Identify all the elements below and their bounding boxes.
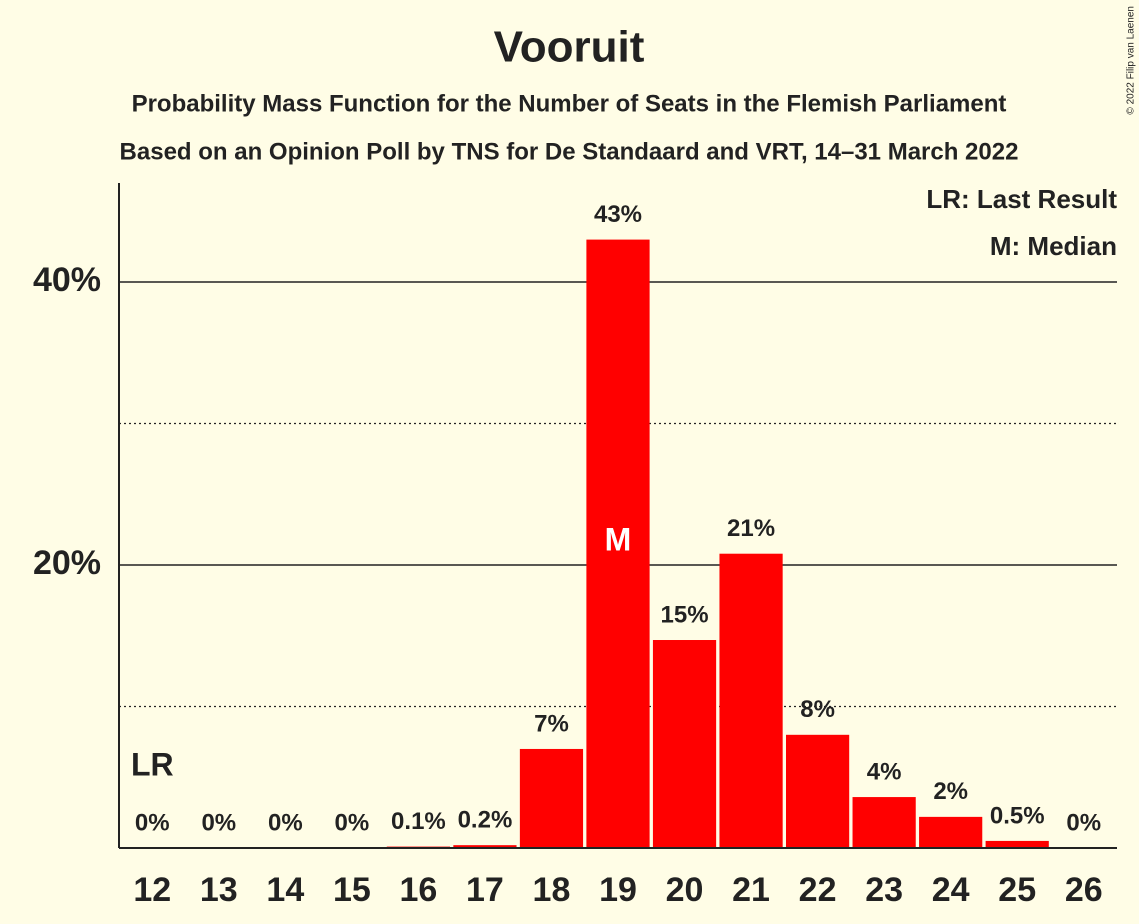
- x-tick-label: 18: [533, 871, 571, 909]
- value-label: 0%: [201, 809, 236, 836]
- value-label: 15%: [661, 601, 709, 628]
- legend-entry: M: Median: [990, 231, 1117, 261]
- bar: [852, 797, 916, 848]
- value-label: 8%: [800, 696, 835, 723]
- bar: [719, 553, 783, 848]
- x-tick-label: 24: [932, 871, 970, 909]
- bar: [652, 640, 717, 848]
- value-label: 43%: [594, 201, 642, 228]
- x-tick-label: 12: [133, 871, 171, 909]
- value-label: 7%: [534, 710, 569, 737]
- x-tick-label: 25: [998, 871, 1036, 909]
- bar: [919, 816, 983, 848]
- bar: [453, 845, 517, 848]
- bar: [985, 840, 1049, 848]
- chart-title: Vooruit: [494, 23, 645, 72]
- bar: [519, 748, 584, 848]
- y-tick-label: 40%: [33, 261, 101, 299]
- value-label: 0%: [1066, 809, 1101, 836]
- value-label: 4%: [867, 758, 902, 785]
- bar: [586, 239, 650, 848]
- last-result-marker: LR: [131, 746, 174, 782]
- x-tick-label: 26: [1065, 871, 1103, 909]
- legend-entry: LR: Last Result: [926, 184, 1117, 214]
- x-tick-label: 20: [666, 871, 704, 909]
- median-marker: M: [605, 521, 632, 557]
- value-label: 0%: [268, 809, 303, 836]
- value-label: 0.1%: [391, 808, 446, 835]
- bar: [785, 734, 850, 848]
- copyright: © 2022 Filip van Laenen: [1126, 6, 1137, 115]
- x-tick-label: 22: [799, 871, 837, 909]
- x-tick-label: 16: [399, 871, 437, 909]
- chart-subtitle: Probability Mass Function for the Number…: [132, 90, 1007, 117]
- value-label: 0%: [335, 809, 370, 836]
- value-label: 0.2%: [458, 807, 513, 834]
- x-tick-label: 17: [466, 871, 504, 909]
- y-tick-label: 20%: [33, 544, 101, 582]
- x-tick-label: 23: [865, 871, 903, 909]
- x-tick-label: 19: [599, 871, 637, 909]
- value-label: 2%: [933, 778, 968, 805]
- chart-subtitle: Based on an Opinion Poll by TNS for De S…: [120, 138, 1019, 165]
- x-tick-label: 21: [732, 871, 770, 909]
- x-tick-label: 15: [333, 871, 371, 909]
- x-tick-label: 14: [266, 871, 304, 909]
- x-tick-label: 13: [200, 871, 238, 909]
- value-label: 0.5%: [990, 802, 1045, 829]
- value-label: 0%: [135, 809, 170, 836]
- value-label: 21%: [727, 515, 775, 542]
